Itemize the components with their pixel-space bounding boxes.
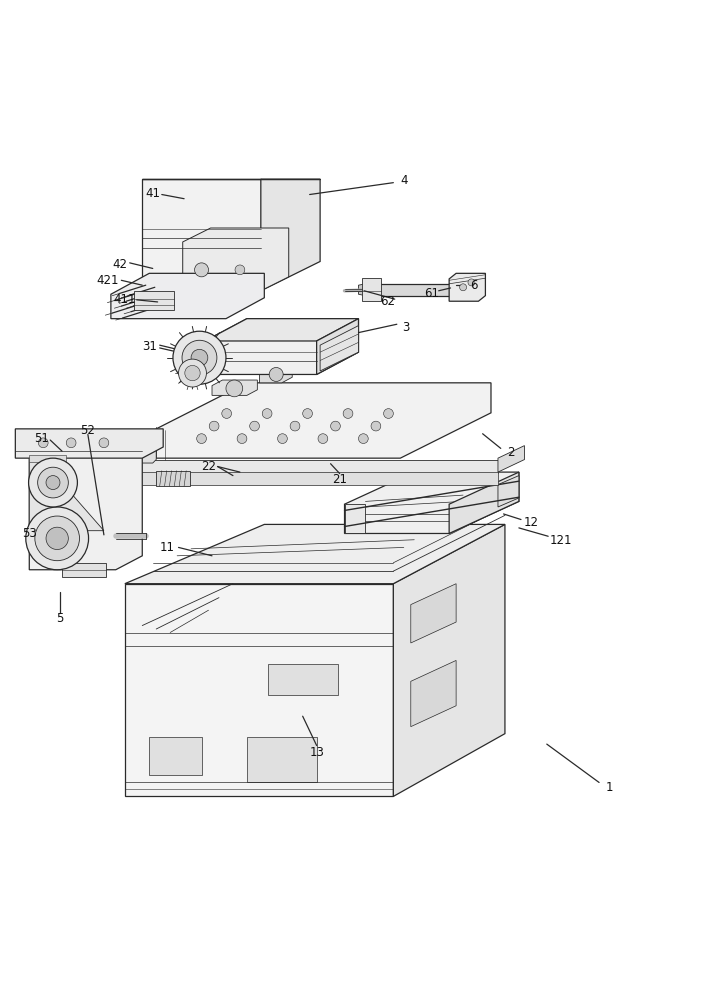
Text: 53: 53 — [22, 527, 37, 540]
Polygon shape — [316, 319, 359, 374]
Text: 421: 421 — [96, 274, 119, 287]
Circle shape — [468, 279, 475, 286]
Circle shape — [209, 421, 219, 431]
Circle shape — [226, 380, 243, 397]
Circle shape — [182, 340, 217, 375]
Polygon shape — [261, 179, 320, 291]
Polygon shape — [131, 472, 498, 485]
Polygon shape — [449, 472, 519, 533]
Text: 22: 22 — [201, 460, 216, 473]
Circle shape — [290, 421, 300, 431]
Polygon shape — [131, 448, 156, 463]
Text: 41: 41 — [146, 187, 160, 200]
Text: 51: 51 — [34, 432, 49, 445]
Text: 42: 42 — [112, 258, 127, 271]
Text: 62: 62 — [380, 295, 395, 308]
Text: 31: 31 — [142, 340, 157, 353]
Text: 1: 1 — [606, 781, 613, 794]
Circle shape — [173, 331, 226, 384]
Polygon shape — [212, 380, 257, 395]
Circle shape — [221, 409, 231, 418]
Circle shape — [330, 421, 340, 431]
Polygon shape — [30, 446, 104, 531]
Circle shape — [191, 349, 208, 366]
Polygon shape — [106, 458, 134, 469]
Circle shape — [384, 409, 394, 418]
Circle shape — [185, 365, 200, 381]
Polygon shape — [205, 319, 359, 374]
Circle shape — [318, 434, 328, 444]
Polygon shape — [134, 291, 174, 310]
Circle shape — [195, 263, 209, 277]
Text: 6: 6 — [470, 279, 477, 292]
Polygon shape — [125, 524, 505, 584]
Circle shape — [262, 409, 272, 418]
Circle shape — [371, 421, 381, 431]
Text: 5: 5 — [56, 612, 64, 625]
Circle shape — [99, 438, 109, 448]
Circle shape — [66, 438, 76, 448]
Polygon shape — [156, 383, 491, 458]
Text: 4: 4 — [400, 174, 408, 187]
Polygon shape — [131, 460, 498, 473]
Polygon shape — [247, 737, 316, 782]
Polygon shape — [498, 476, 519, 507]
Polygon shape — [362, 278, 381, 301]
Circle shape — [460, 284, 467, 291]
Polygon shape — [364, 284, 456, 296]
Polygon shape — [142, 179, 261, 291]
Circle shape — [250, 421, 259, 431]
Circle shape — [303, 409, 312, 418]
Circle shape — [35, 516, 79, 561]
Polygon shape — [30, 455, 65, 462]
Polygon shape — [30, 430, 142, 570]
Circle shape — [38, 467, 68, 498]
Polygon shape — [106, 467, 134, 479]
Circle shape — [237, 434, 247, 444]
Circle shape — [269, 367, 283, 381]
Circle shape — [179, 359, 207, 387]
Polygon shape — [62, 563, 106, 577]
Polygon shape — [394, 524, 505, 796]
Polygon shape — [449, 273, 485, 301]
Circle shape — [39, 438, 48, 448]
Polygon shape — [411, 584, 456, 643]
Text: 3: 3 — [402, 321, 410, 334]
Text: 2: 2 — [507, 446, 515, 459]
Polygon shape — [268, 664, 337, 695]
Circle shape — [26, 507, 89, 570]
Polygon shape — [344, 504, 366, 533]
Polygon shape — [149, 737, 202, 775]
Polygon shape — [344, 472, 519, 533]
Text: 121: 121 — [550, 534, 572, 547]
Polygon shape — [156, 471, 190, 486]
Polygon shape — [15, 429, 163, 458]
Polygon shape — [320, 326, 359, 371]
Text: 61: 61 — [424, 287, 439, 300]
Circle shape — [235, 265, 245, 275]
Circle shape — [29, 458, 77, 507]
Circle shape — [46, 476, 60, 490]
Polygon shape — [498, 446, 524, 472]
Circle shape — [278, 434, 288, 444]
Circle shape — [46, 527, 68, 550]
Text: 13: 13 — [309, 746, 324, 759]
Text: 11: 11 — [159, 541, 174, 554]
Text: 52: 52 — [80, 424, 96, 437]
Polygon shape — [111, 273, 264, 319]
Circle shape — [197, 434, 207, 444]
Text: 411: 411 — [114, 293, 136, 306]
Text: 12: 12 — [524, 516, 539, 529]
Polygon shape — [125, 584, 394, 796]
Polygon shape — [359, 284, 366, 296]
Text: 21: 21 — [332, 473, 347, 486]
Polygon shape — [259, 366, 292, 383]
Circle shape — [343, 409, 353, 418]
Polygon shape — [205, 319, 359, 341]
Circle shape — [359, 434, 368, 444]
Polygon shape — [411, 660, 456, 727]
Polygon shape — [183, 228, 289, 291]
